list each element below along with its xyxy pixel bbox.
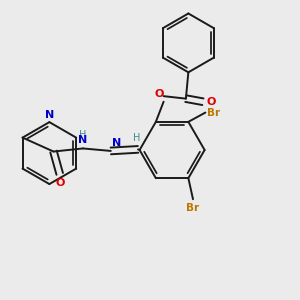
- Text: N: N: [45, 110, 54, 120]
- Text: H: H: [133, 133, 140, 142]
- Text: O: O: [55, 178, 64, 188]
- Text: N: N: [78, 135, 88, 146]
- Text: N: N: [112, 139, 121, 148]
- Text: O: O: [206, 97, 215, 107]
- Text: O: O: [154, 88, 164, 99]
- Text: Br: Br: [186, 203, 200, 213]
- Text: Br: Br: [207, 108, 220, 118]
- Text: H: H: [79, 130, 87, 140]
